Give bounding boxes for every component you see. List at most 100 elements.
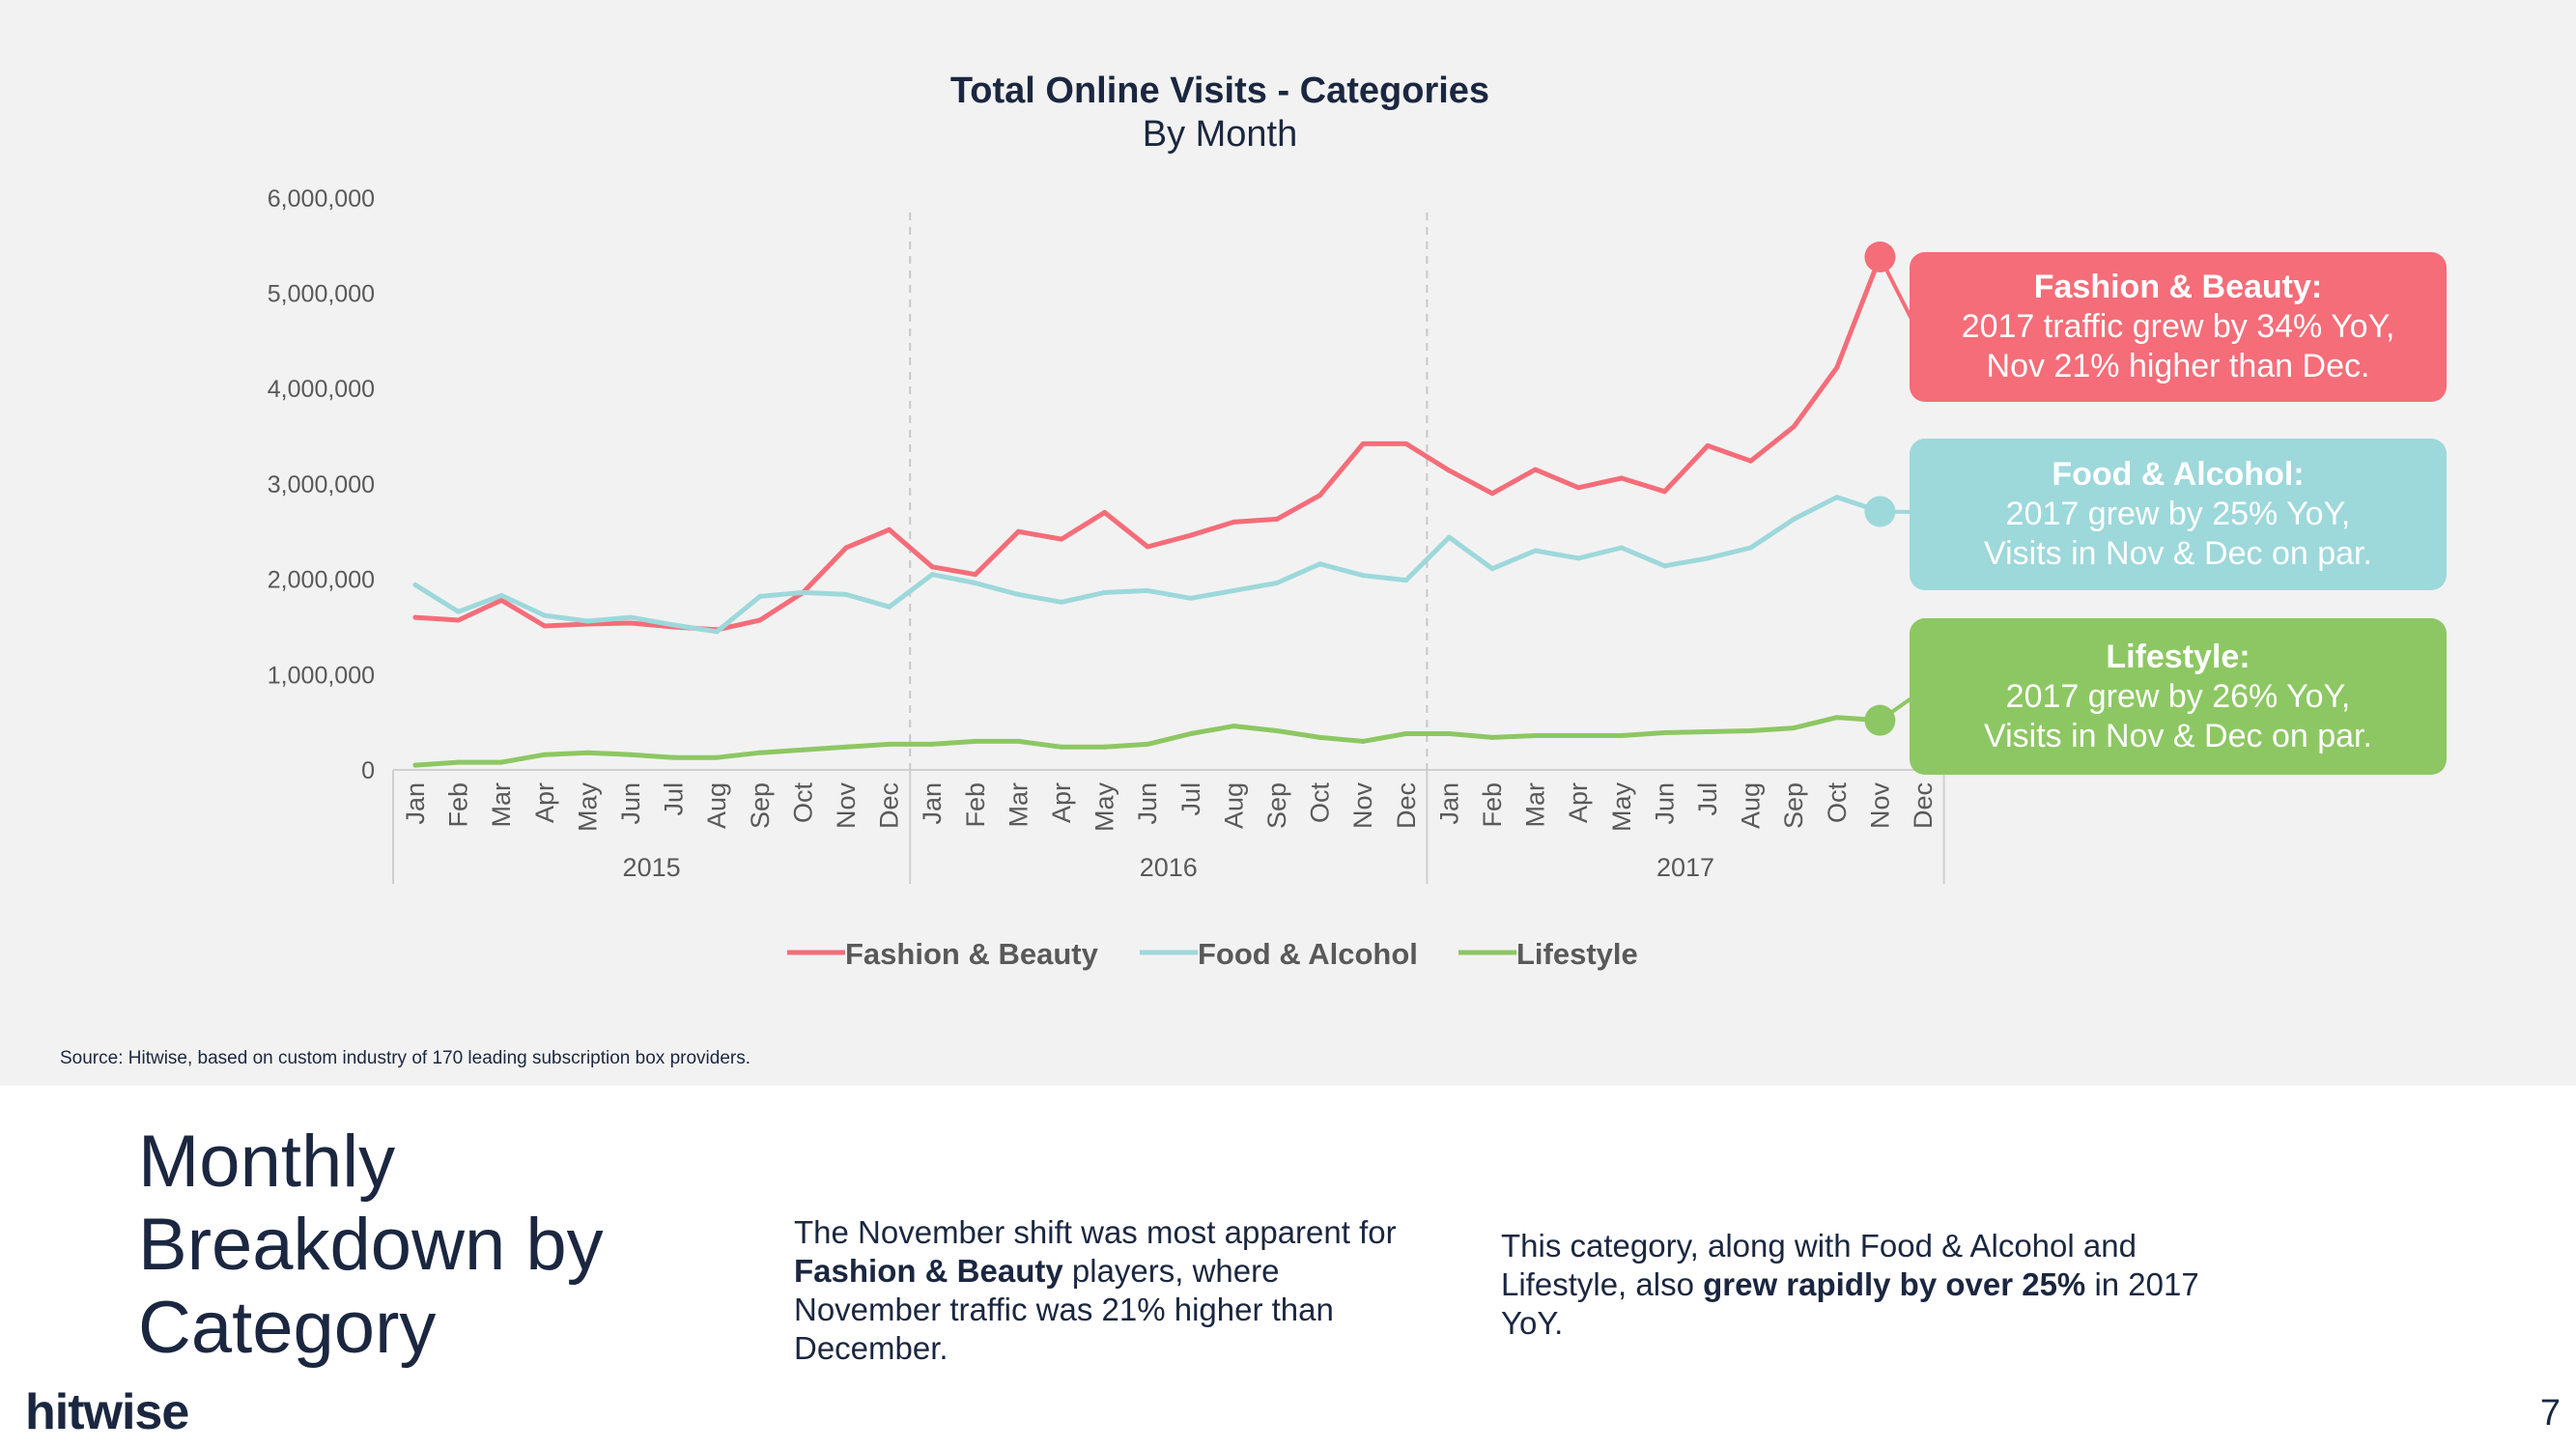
data-point bbox=[1188, 595, 1194, 601]
x-tick-label: Dec bbox=[875, 782, 904, 829]
data-point bbox=[1102, 510, 1108, 516]
data-point bbox=[1705, 555, 1711, 561]
x-tick-label: Dec bbox=[1392, 782, 1421, 829]
data-point bbox=[887, 526, 892, 532]
text-segment: This category, along with Food & Alcohol… bbox=[1501, 1228, 2137, 1302]
data-point bbox=[1446, 730, 1452, 736]
y-tick-label: 4,000,000 bbox=[268, 376, 375, 403]
data-point bbox=[498, 597, 504, 603]
data-point bbox=[1791, 725, 1797, 731]
data-point bbox=[843, 744, 849, 750]
callout-text: Nov 21% higher than Dec. bbox=[1986, 348, 2370, 384]
data-point bbox=[1791, 424, 1797, 430]
data-point bbox=[1446, 534, 1452, 540]
data-point bbox=[887, 604, 892, 610]
data-point bbox=[973, 738, 978, 744]
x-tick-label: Dec bbox=[1909, 782, 1938, 829]
data-point bbox=[843, 591, 849, 597]
callout-text: 2017 traffic grew by 34% YoY, bbox=[1961, 308, 2395, 345]
hitwise-logo: hitwise bbox=[25, 1384, 189, 1440]
x-tick-label: Oct bbox=[788, 782, 817, 824]
data-point bbox=[1231, 587, 1236, 593]
data-point bbox=[1145, 544, 1150, 550]
x-tick-label: May bbox=[573, 782, 602, 833]
data-point bbox=[498, 759, 504, 765]
x-tick-label: Jul bbox=[1176, 782, 1205, 816]
data-point bbox=[1360, 440, 1366, 446]
data-point bbox=[887, 741, 892, 747]
callout-connector bbox=[1879, 694, 1917, 723]
series-line bbox=[412, 715, 1882, 768]
x-tick-label: Apr bbox=[530, 782, 559, 823]
data-point bbox=[1059, 599, 1064, 605]
data-point bbox=[1748, 458, 1754, 464]
data-point bbox=[1015, 738, 1021, 744]
data-point bbox=[412, 582, 418, 588]
x-tick-label: Jan bbox=[1434, 782, 1463, 825]
data-point bbox=[412, 614, 418, 620]
callout-title: Fashion & Beauty: bbox=[2033, 269, 2323, 305]
data-point bbox=[1489, 734, 1495, 740]
data-point bbox=[412, 762, 418, 768]
x-tick-label: Oct bbox=[1823, 782, 1852, 824]
data-point bbox=[1317, 734, 1323, 740]
data-point bbox=[1231, 724, 1236, 729]
data-point bbox=[1489, 491, 1495, 497]
data-point bbox=[1533, 467, 1539, 472]
x-tick-label: May bbox=[1090, 782, 1119, 833]
data-point bbox=[800, 747, 806, 753]
data-point bbox=[1619, 732, 1625, 738]
x-tick-label: Apr bbox=[1564, 782, 1593, 823]
chart-panel: Total Online Visits - Categories By Mont… bbox=[0, 0, 2576, 1086]
x-tick-label: Aug bbox=[1737, 782, 1766, 829]
text-segment: players, where November traffic was 21% … bbox=[794, 1253, 1334, 1366]
data-point bbox=[1661, 563, 1667, 569]
data-point bbox=[1661, 489, 1667, 495]
data-point bbox=[1403, 440, 1409, 446]
data-point bbox=[1575, 555, 1581, 561]
series-line bbox=[412, 495, 1882, 635]
text-segment: in 2017 YoY. bbox=[1501, 1266, 2199, 1341]
y-tick-label: 2,000,000 bbox=[268, 567, 375, 594]
data-point bbox=[628, 620, 634, 626]
x-tick-label: Oct bbox=[1306, 782, 1335, 824]
data-point bbox=[1533, 732, 1539, 738]
legend-label: Food & Alcohol bbox=[1198, 937, 1418, 971]
data-point bbox=[1188, 532, 1194, 538]
year-label: 2015 bbox=[623, 853, 681, 882]
data-point bbox=[1403, 730, 1409, 736]
data-point bbox=[973, 572, 978, 578]
callout-title: Lifestyle: bbox=[2106, 638, 2250, 675]
data-point bbox=[800, 589, 806, 595]
x-tick-label: Mar bbox=[1521, 782, 1550, 828]
data-point bbox=[1619, 475, 1625, 481]
x-tick-label: Jun bbox=[616, 782, 645, 825]
data-point bbox=[1575, 732, 1581, 738]
line-chart: Total Online Visits - Categories By Mont… bbox=[268, 71, 1945, 971]
data-point bbox=[1145, 741, 1150, 747]
series-line bbox=[412, 254, 1882, 633]
data-point bbox=[1360, 738, 1366, 744]
insight-text-fashion: The November shift was most apparent for… bbox=[794, 1213, 1412, 1368]
legend-label: Lifestyle bbox=[1516, 937, 1638, 971]
data-point bbox=[1834, 364, 1840, 370]
data-point bbox=[498, 592, 504, 598]
data-point bbox=[1403, 578, 1409, 583]
data-point bbox=[973, 581, 978, 586]
data-point bbox=[671, 622, 677, 628]
data-point bbox=[456, 759, 462, 765]
data-point bbox=[757, 750, 763, 755]
chart-title: Total Online Visits - Categories bbox=[950, 71, 1489, 111]
data-point bbox=[929, 572, 935, 578]
data-point bbox=[1059, 744, 1064, 750]
x-tick-label: May bbox=[1607, 782, 1636, 833]
callout-text: 2017 grew by 25% YoY, bbox=[2005, 496, 2351, 532]
callout-title: Food & Alcohol: bbox=[2052, 456, 2305, 493]
data-point bbox=[1274, 728, 1280, 734]
legend-label: Fashion & Beauty bbox=[845, 937, 1099, 971]
x-tick-label: Jan bbox=[401, 782, 430, 825]
data-point bbox=[584, 618, 590, 624]
data-point bbox=[1015, 591, 1021, 597]
data-point bbox=[1748, 728, 1754, 734]
x-tick-label: Jun bbox=[1133, 782, 1162, 825]
